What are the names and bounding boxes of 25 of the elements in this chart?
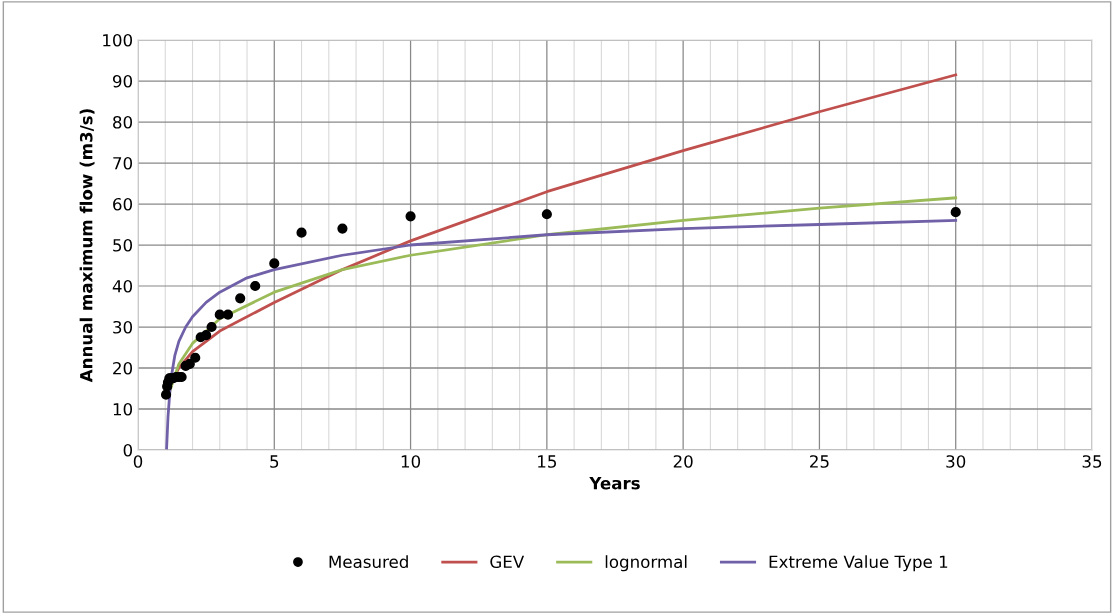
y-tick-label: 20 <box>113 361 133 375</box>
x-tick-label: 35 <box>1082 455 1102 468</box>
legend-label: Extreme Value Type 1 <box>769 555 948 572</box>
x-tick-label: 5 <box>270 455 279 468</box>
x-tick-label: 0 <box>133 455 143 468</box>
y-tick-label: 40 <box>112 279 133 293</box>
legend-label: lognormal <box>605 555 687 572</box>
y-tick-label: 10 <box>113 402 133 416</box>
legend-label: GEV <box>490 555 525 569</box>
x-tick-label: 15 <box>538 455 557 468</box>
y-tick-label: 70 <box>113 156 133 170</box>
y-tick-label: 80 <box>113 115 133 129</box>
y-tick-label: 60 <box>113 197 133 211</box>
y-tick-label: 100 <box>103 33 133 47</box>
y-axis-title: Annual maximum flow (m3/s) <box>79 109 95 383</box>
x-tick-label: 30 <box>946 455 966 468</box>
x-tick-label: 25 <box>810 455 829 468</box>
x-tick-label: 10 <box>401 455 421 468</box>
x-axis-title: Years <box>589 477 640 490</box>
y-tick-label: 0 <box>123 443 133 457</box>
x-tick-label: 20 <box>673 455 693 468</box>
legend-label: Measured <box>329 555 408 569</box>
y-tick-label: 50 <box>113 238 133 252</box>
y-tick-label: 90 <box>112 74 133 88</box>
y-tick-label: 30 <box>113 320 133 334</box>
